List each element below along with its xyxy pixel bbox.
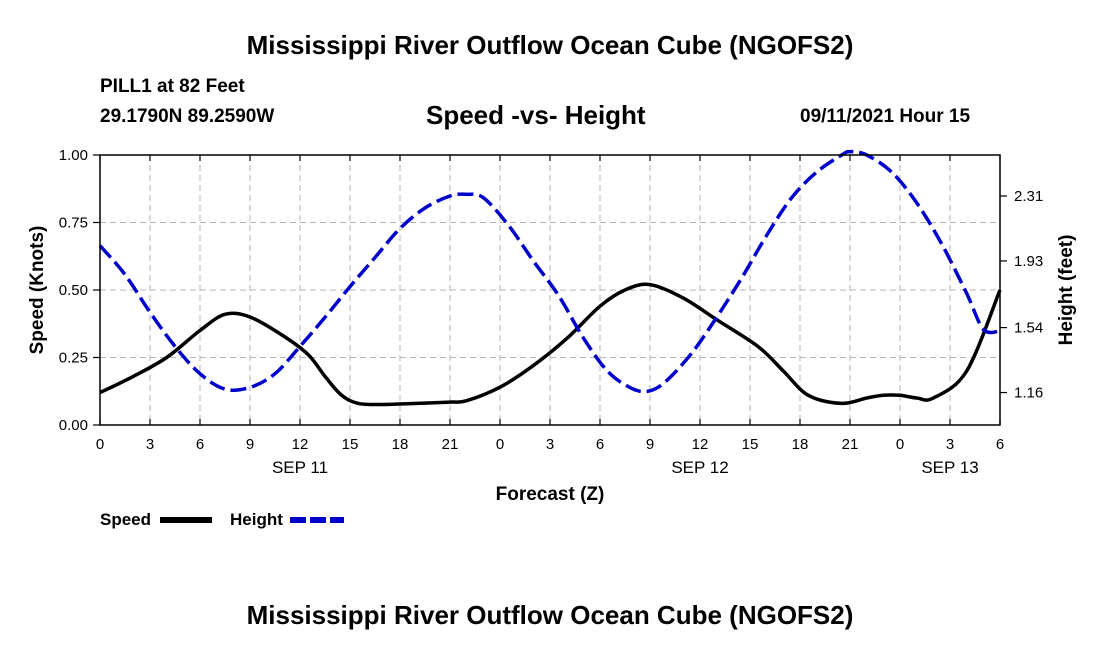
y2-tick-label: 1.16 — [1014, 385, 1043, 402]
x-tick-label: 9 — [246, 436, 254, 453]
speed-series-line — [99, 282, 1002, 407]
chart-subtitle: Speed -vs- Height — [426, 100, 646, 130]
chart-main-title: Mississippi River Outflow Ocean Cube (NG… — [246, 30, 854, 60]
y-tick-label: 0.25 — [59, 350, 88, 367]
x-tick-label: 12 — [692, 436, 709, 453]
x-tick-label: 3 — [546, 436, 554, 453]
y2-tick-label: 1.93 — [1014, 253, 1043, 270]
x-tick-label: 18 — [392, 436, 409, 453]
x-tick-label: 12 — [292, 436, 309, 453]
x-tick-label: 21 — [842, 436, 859, 453]
x-tick-label: 0 — [96, 436, 104, 453]
x-tick-label: 18 — [792, 436, 809, 453]
y2-tick-label: 2.31 — [1014, 188, 1043, 205]
x-tick-label: 0 — [496, 436, 504, 453]
y-tick-label: 0.50 — [59, 282, 88, 299]
y-tick-label: 1.00 — [59, 147, 88, 164]
x-tick-label: 0 — [896, 436, 904, 453]
x-date-label: SEP 12 — [671, 458, 728, 477]
x-axis-label: Forecast (Z) — [496, 484, 605, 505]
y-tick-label: 0.00 — [59, 417, 88, 434]
height-series-line — [98, 149, 1001, 394]
x-tick-label: 6 — [196, 436, 204, 453]
x-tick-label: 15 — [342, 436, 359, 453]
x-tick-label: 6 — [596, 436, 604, 453]
y2-tick-label: 1.54 — [1014, 320, 1043, 337]
x-tick-label: 21 — [442, 436, 459, 453]
legend-speed-swatch — [160, 517, 212, 523]
x-tick-label: 9 — [646, 436, 654, 453]
legend-height-label: Height — [230, 510, 283, 529]
axes: 0 3 6 9 12 15 18 21 0 3 6 9 12 15 18 21 0 3 6 SEP 11 SEP 12 S… — [59, 147, 1043, 477]
x-tick-label: 15 — [742, 436, 759, 453]
x-date-label: SEP 11 — [272, 458, 328, 477]
station-name: PILL1 at 82 Feet — [100, 76, 245, 97]
series-lines — [98, 149, 1002, 407]
legend-height-swatch — [290, 517, 344, 523]
footer-title: Mississippi River Outflow Ocean Cube (NG… — [246, 600, 854, 630]
forecast-datetime: 09/11/2021 Hour 15 — [800, 106, 971, 127]
x-tick-label: 3 — [946, 436, 954, 453]
y-axis-label: Speed (Knots) — [27, 226, 48, 355]
grid-lines — [100, 155, 1000, 425]
station-coordinates: 29.1790N 89.2590W — [100, 106, 275, 127]
legend-speed-label: Speed — [100, 510, 152, 529]
x-tick-label: 3 — [146, 436, 154, 453]
x-tick-label: 6 — [996, 436, 1004, 453]
y-tick-label: 0.75 — [59, 215, 88, 232]
x-date-label: SEP 13 — [921, 458, 978, 477]
y2-axis-label: Height (feet) — [1056, 235, 1077, 346]
